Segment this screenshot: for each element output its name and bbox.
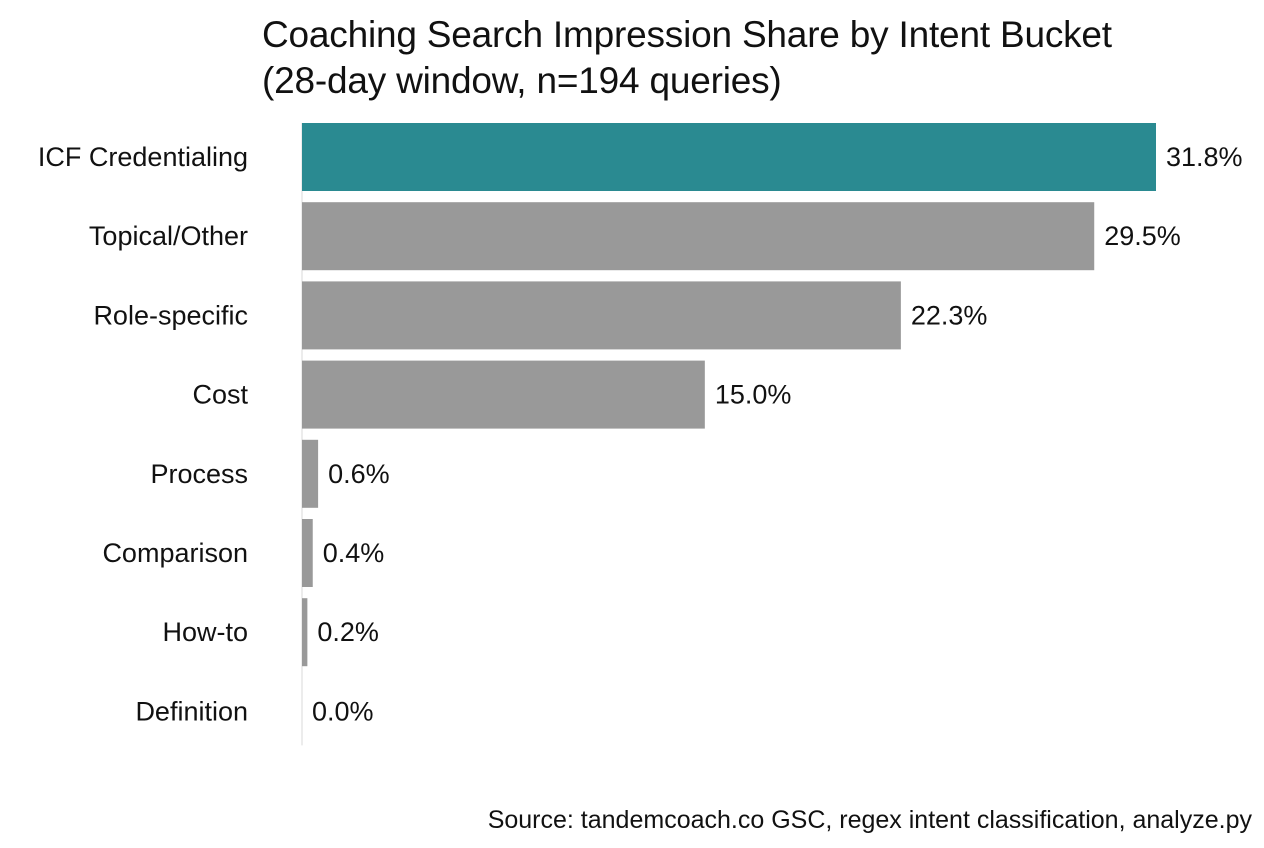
value-label-cost: 15.0% [715, 380, 792, 410]
bar-comparison [302, 519, 313, 587]
category-label-how-to: How-to [162, 617, 248, 647]
category-label-process: Process [150, 459, 248, 489]
category-label-comparison: Comparison [102, 538, 248, 568]
value-label-topical-other: 29.5% [1104, 221, 1181, 251]
category-label-icf-credentialing: ICF Credentialing [38, 142, 248, 172]
value-label-icf-credentialing: 31.8% [1166, 142, 1243, 172]
bar-how-to [302, 598, 308, 667]
value-label-role-specific: 22.3% [911, 300, 988, 330]
value-label-process: 0.6% [328, 459, 390, 489]
chart-title-block: Coaching Search Impression Share by Inte… [262, 12, 1112, 104]
category-label-definition: Definition [135, 696, 248, 726]
category-label-cost: Cost [192, 380, 248, 410]
chart-title: Coaching Search Impression Share by Inte… [262, 14, 1112, 55]
value-label-comparison: 0.4% [323, 538, 385, 568]
category-label-role-specific: Role-specific [93, 300, 248, 330]
chart-subtitle: (28-day window, n=194 queries) [262, 60, 782, 101]
bar-cost [302, 360, 705, 429]
bar-process [302, 439, 319, 508]
bar-role-specific [302, 281, 901, 350]
bar-topical-other [302, 202, 1095, 271]
category-label-topical-other: Topical/Other [89, 221, 248, 251]
value-label-definition: 0.0% [312, 696, 374, 726]
bar-icf-credentialing [302, 123, 1156, 191]
source-note: Source: tandemcoach.co GSC, regex intent… [487, 806, 1252, 834]
value-label-how-to: 0.2% [317, 617, 379, 647]
